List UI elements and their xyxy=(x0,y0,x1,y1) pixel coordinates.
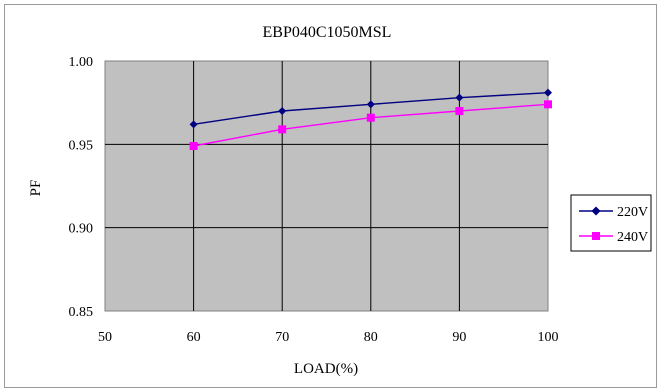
y-tick-label: 0.85 xyxy=(69,305,94,320)
x-tick-label: 50 xyxy=(98,330,112,345)
y-axis-ticks: 0.85 0.90 0.95 1.00 xyxy=(69,55,94,320)
x-tick-label: 100 xyxy=(538,330,559,345)
legend: 220V 240V xyxy=(570,194,652,252)
x-axis-label: LOAD(%) xyxy=(294,361,358,377)
line-chart: EBP040C1050MSL 50 60 70 80 90 100 0.85 0.90 0.9… xyxy=(28,24,652,377)
legend-label-240v: 240V xyxy=(617,230,648,245)
legend-label-220v: 220V xyxy=(617,205,648,220)
x-tick-label: 80 xyxy=(364,330,378,345)
data-point-240v xyxy=(189,142,198,150)
x-tick-label: 70 xyxy=(275,330,289,345)
y-tick-label: 1.00 xyxy=(69,55,94,70)
data-point-220v xyxy=(455,93,464,102)
legend-box xyxy=(570,194,652,252)
x-axis-ticks: 50 60 70 80 90 100 xyxy=(98,330,559,345)
data-point-220v xyxy=(366,100,375,109)
chart-title: EBP040C1050MSL xyxy=(263,24,392,41)
x-tick-label: 60 xyxy=(187,330,201,345)
data-point-240v xyxy=(544,100,552,109)
data-point-240v xyxy=(278,125,287,134)
data-point-220v xyxy=(544,88,552,97)
legend-marker-220v xyxy=(591,206,601,216)
data-point-240v xyxy=(455,107,464,115)
y-tick-label: 0.90 xyxy=(69,222,94,237)
legend-marker-240v xyxy=(592,232,600,240)
y-tick-label: 0.95 xyxy=(69,138,94,153)
data-point-220v xyxy=(189,120,198,129)
y-axis-label: PF xyxy=(28,180,44,197)
series-layer xyxy=(189,88,552,150)
plot-area xyxy=(104,60,549,312)
chart-frame: EBP040C1050MSL 50 60 70 80 90 100 0.85 0.90 0.9… xyxy=(4,4,657,388)
data-point-240v xyxy=(366,113,375,122)
x-tick-label: 90 xyxy=(452,330,466,345)
data-point-220v xyxy=(278,107,287,115)
